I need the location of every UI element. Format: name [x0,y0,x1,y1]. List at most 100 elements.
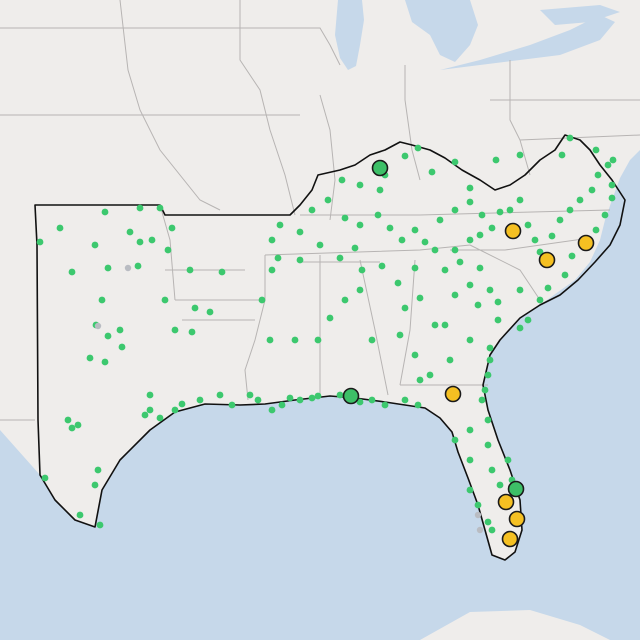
small-location-marker[interactable] [326,314,334,322]
small-location-marker[interactable] [496,481,504,489]
small-location-marker[interactable] [466,281,474,289]
small-location-marker[interactable] [136,238,144,246]
small-location-marker[interactable] [308,206,316,214]
small-location-marker[interactable] [474,301,482,309]
small-location-marker[interactable] [308,394,316,402]
small-location-marker[interactable] [441,266,449,274]
small-location-marker[interactable] [568,252,576,260]
small-location-marker[interactable] [466,336,474,344]
small-location-marker[interactable] [594,171,602,179]
small-location-marker[interactable] [188,328,196,336]
small-location-marker[interactable] [68,268,76,276]
small-location-marker[interactable] [276,221,284,229]
small-location-marker[interactable] [558,151,566,159]
small-location-marker[interactable] [41,474,49,482]
small-location-marker[interactable] [426,371,434,379]
small-location-marker[interactable] [608,181,616,189]
small-location-marker[interactable] [516,151,524,159]
small-location-marker-muted[interactable] [476,526,484,534]
small-location-marker[interactable] [592,226,600,234]
small-location-marker[interactable] [548,232,556,240]
small-location-marker[interactable] [94,466,102,474]
large-yellow-marker[interactable] [504,222,522,240]
small-location-marker[interactable] [484,441,492,449]
small-location-marker[interactable] [148,236,156,244]
small-location-marker[interactable] [561,271,569,279]
small-location-marker[interactable] [64,416,72,424]
small-location-marker[interactable] [268,266,276,274]
small-location-marker[interactable] [368,336,376,344]
small-location-marker[interactable] [191,304,199,312]
small-location-marker[interactable] [446,356,454,364]
small-location-marker[interactable] [608,194,616,202]
small-location-marker[interactable] [104,332,112,340]
small-location-marker[interactable] [398,236,406,244]
small-location-marker[interactable] [401,396,409,404]
small-location-marker[interactable] [414,401,422,409]
small-location-marker[interactable] [474,501,482,509]
small-location-marker[interactable] [98,296,106,304]
small-location-marker[interactable] [566,134,574,142]
small-location-marker[interactable] [476,264,484,272]
small-location-marker[interactable] [566,206,574,214]
small-location-marker[interactable] [268,236,276,244]
large-yellow-marker[interactable] [444,385,462,403]
small-location-marker[interactable] [536,296,544,304]
small-location-marker[interactable] [336,391,344,399]
small-location-marker[interactable] [576,196,584,204]
small-location-marker[interactable] [68,424,76,432]
small-location-marker[interactable] [486,286,494,294]
small-location-marker[interactable] [394,279,402,287]
small-location-marker[interactable] [592,146,600,154]
small-location-marker[interactable] [609,156,617,164]
small-location-marker[interactable] [156,204,164,212]
small-location-marker[interactable] [91,481,99,489]
small-location-marker[interactable] [206,308,214,316]
small-location-marker[interactable] [258,296,266,304]
small-location-marker[interactable] [101,358,109,366]
small-location-marker[interactable] [324,196,332,204]
small-location-marker[interactable] [296,228,304,236]
small-location-marker[interactable] [378,262,386,270]
small-location-marker[interactable] [291,336,299,344]
small-location-marker[interactable] [116,326,124,334]
small-location-marker[interactable] [374,211,382,219]
small-location-marker[interactable] [341,214,349,222]
small-location-marker[interactable] [146,406,154,414]
small-location-marker[interactable] [488,526,496,534]
small-location-marker[interactable] [36,238,44,246]
large-green-marker[interactable] [507,480,525,498]
small-location-marker[interactable] [466,198,474,206]
small-location-marker[interactable] [356,286,364,294]
small-location-marker[interactable] [296,396,304,404]
small-location-marker-muted[interactable] [474,511,482,519]
small-location-marker[interactable] [451,246,459,254]
small-location-marker[interactable] [356,221,364,229]
small-location-marker[interactable] [161,296,169,304]
small-location-marker[interactable] [196,396,204,404]
small-location-marker[interactable] [466,456,474,464]
small-location-marker[interactable] [376,186,384,194]
small-location-marker[interactable] [76,511,84,519]
small-location-marker[interactable] [104,264,112,272]
small-location-marker[interactable] [466,236,474,244]
small-location-marker[interactable] [431,246,439,254]
small-location-marker[interactable] [86,354,94,362]
small-location-marker[interactable] [266,336,274,344]
small-location-marker[interactable] [396,331,404,339]
small-location-marker[interactable] [516,286,524,294]
small-location-marker[interactable] [588,186,596,194]
small-location-marker[interactable] [74,421,82,429]
small-location-marker[interactable] [494,316,502,324]
small-location-marker-muted[interactable] [94,322,102,330]
small-location-marker-muted[interactable] [124,264,132,272]
small-location-marker[interactable] [492,156,500,164]
small-location-marker[interactable] [544,284,552,292]
small-location-marker[interactable] [218,268,226,276]
small-location-marker[interactable] [386,224,394,232]
small-location-marker[interactable] [171,326,179,334]
small-location-marker[interactable] [171,406,179,414]
small-location-marker[interactable] [456,258,464,266]
small-location-marker[interactable] [524,221,532,229]
